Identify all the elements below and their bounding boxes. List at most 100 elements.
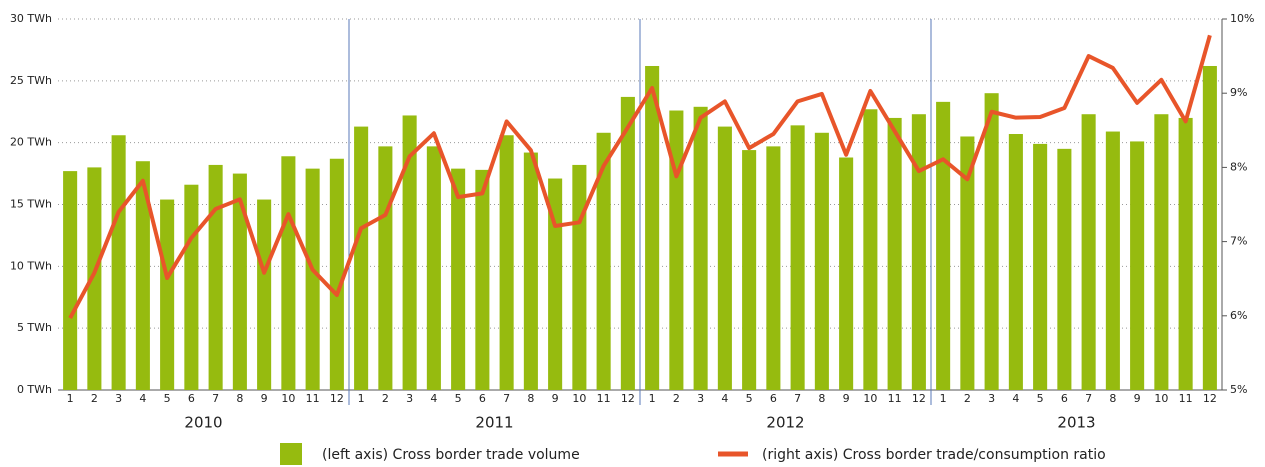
bar (717, 126, 732, 390)
x-tick-label: 5 (164, 392, 171, 405)
y-tick-label: 25 TWh (10, 74, 52, 87)
x-tick-label: 11 (888, 392, 902, 405)
bar (523, 152, 538, 390)
bar (184, 184, 199, 390)
year-label: 2013 (1057, 414, 1095, 432)
x-tick-label: 12 (912, 392, 926, 405)
y2-tick-label: 9% (1230, 86, 1247, 99)
x-tick-label: 4 (139, 392, 146, 405)
x-tick-label: 8 (236, 392, 243, 405)
bar (426, 146, 441, 390)
x-tick-label: 9 (261, 392, 268, 405)
bar (257, 199, 272, 390)
x-tick-label: 8 (1109, 392, 1116, 405)
x-tick-label: 6 (1061, 392, 1068, 405)
x-tick-label: 7 (212, 392, 219, 405)
x-tick-label: 6 (188, 392, 195, 405)
line (68, 34, 1212, 319)
x-tick-label: 9 (1134, 392, 1141, 405)
bar (1105, 131, 1120, 390)
x-tick-label: 5 (1037, 392, 1044, 405)
x-tick-label: 9 (843, 392, 850, 405)
y-tick-label: 15 TWh (10, 198, 52, 211)
bar (863, 109, 878, 390)
bar (790, 125, 805, 390)
legend-label: (right axis) Cross border trade/consumpt… (762, 447, 1106, 463)
x-tick-label: 6 (479, 392, 486, 405)
bar (354, 126, 369, 390)
x-tick-label: 5 (455, 392, 462, 405)
legend-swatch (280, 443, 302, 465)
bar (984, 93, 999, 390)
x-tick-label: 4 (721, 392, 728, 405)
y-tick-label: 20 TWh (10, 136, 52, 149)
bar (1081, 114, 1096, 391)
x-tick-label: 2 (91, 392, 98, 405)
bar (887, 117, 902, 390)
bar (1033, 143, 1048, 390)
bar (1202, 65, 1217, 390)
bar (1178, 117, 1193, 390)
bar (1130, 141, 1145, 390)
year-label: 2010 (184, 414, 222, 432)
x-tick-label: 1 (649, 392, 656, 405)
bar (378, 146, 393, 390)
x-tick-label: 3 (115, 392, 122, 405)
bar (596, 132, 611, 391)
x-tick-label: 8 (818, 392, 825, 405)
x-tick-label: 7 (1085, 392, 1092, 405)
x-tick-label: 4 (1012, 392, 1019, 405)
bar (742, 150, 757, 390)
bar (693, 106, 708, 390)
x-tick-label: 3 (697, 392, 704, 405)
bar (63, 171, 78, 390)
bar (475, 169, 490, 390)
x-tick-label: 11 (306, 392, 320, 405)
x-tick-label: 10 (281, 392, 295, 405)
bar (1008, 134, 1023, 390)
bar (669, 110, 684, 390)
bar (232, 173, 247, 390)
y-tick-label: 30 TWh (10, 12, 52, 25)
bar (911, 114, 926, 391)
bar (135, 161, 150, 390)
bar (329, 158, 344, 390)
y-tick-label: 5 TWh (17, 321, 52, 334)
x-tick-label: 10 (863, 392, 877, 405)
x-tick-label: 1 (358, 392, 365, 405)
x-tick-label: 10 (572, 392, 586, 405)
x-tick-label: 9 (552, 392, 559, 405)
x-tick-label: 11 (597, 392, 611, 405)
bar (645, 65, 660, 390)
bar (87, 167, 102, 390)
bar (766, 146, 781, 390)
x-tick-label: 2 (964, 392, 971, 405)
bar (281, 156, 296, 390)
x-tick-label: 12 (330, 392, 344, 405)
x-tick-label: 2 (382, 392, 389, 405)
y2-tick-label: 7% (1230, 235, 1247, 248)
x-tick-label: 7 (794, 392, 801, 405)
x-tick-label: 3 (406, 392, 413, 405)
y2-tick-label: 6% (1230, 309, 1247, 322)
legend-label: (left axis) Cross border trade volume (322, 447, 580, 463)
x-tick-label: 1 (940, 392, 947, 405)
y2-tick-label: 8% (1230, 160, 1247, 173)
bar (936, 101, 951, 391)
x-tick-label: 11 (1179, 392, 1193, 405)
x-tick-label: 12 (1203, 392, 1217, 405)
year-label: 2012 (766, 414, 804, 432)
bar (160, 199, 175, 390)
x-tick-label: 2 (673, 392, 680, 405)
bar (208, 164, 223, 390)
bar (1154, 114, 1169, 391)
bar (111, 135, 126, 390)
year-label: 2011 (475, 414, 513, 432)
y-tick-label: 10 TWh (10, 259, 52, 272)
bar (402, 115, 417, 391)
bar (839, 157, 854, 390)
x-tick-label: 8 (527, 392, 534, 405)
bar (960, 136, 975, 390)
y-tick-label: 0 TWh (17, 383, 52, 396)
bar (548, 178, 563, 390)
